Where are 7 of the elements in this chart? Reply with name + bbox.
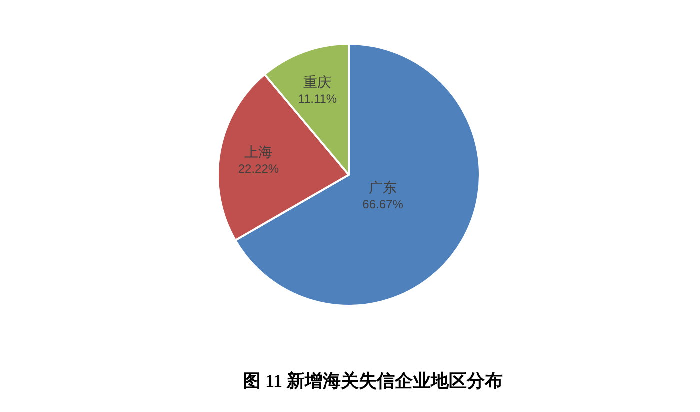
slice-label: 上海 xyxy=(244,144,273,160)
data-label: 11.11% xyxy=(298,92,338,106)
data-label: 22.22% xyxy=(238,162,280,176)
data-label: 66.67% xyxy=(362,198,404,212)
slice-label: 广东 xyxy=(369,180,398,196)
slice-label: 重庆 xyxy=(304,74,332,90)
text: 图 11 新增海关失信企业地区分布 xyxy=(242,371,504,391)
